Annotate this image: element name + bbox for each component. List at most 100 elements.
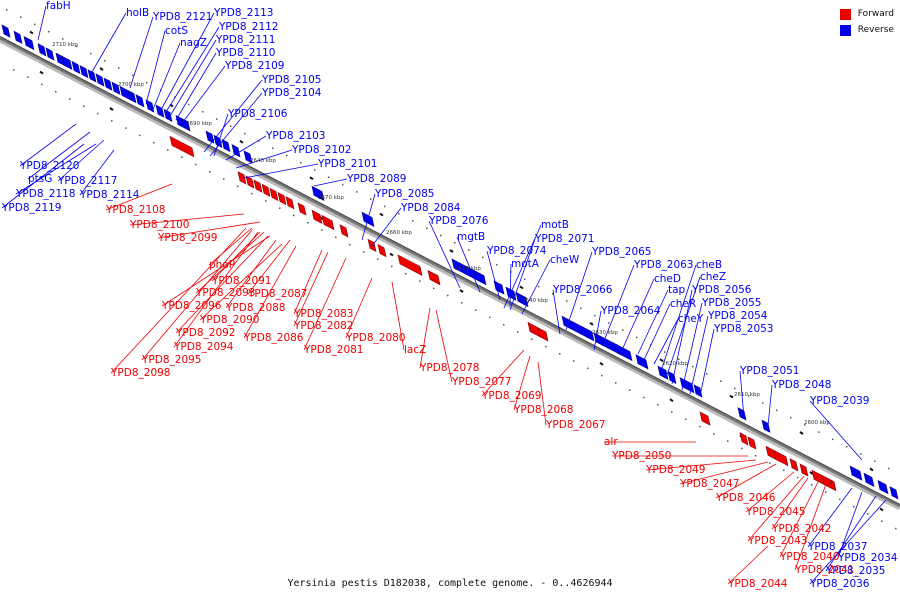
gene-label-ypd8-2106: YPD8_2106 (227, 108, 288, 120)
gene-label-ypd8-2067: YPD8_2067 (545, 419, 605, 431)
tick-dot (447, 294, 449, 297)
gene-label-chew: cheW (550, 254, 580, 266)
leader-line (15, 143, 97, 195)
leader-line (145, 30, 166, 105)
genome-caption: Yersinia pestis D182038, complete genome… (287, 578, 613, 589)
leader-line (235, 149, 293, 169)
gene-label-cots: cotS (165, 25, 188, 37)
leader-line (601, 264, 635, 347)
tick-dot (426, 227, 428, 230)
forward-gene-arrow (237, 171, 247, 185)
leader-line (637, 289, 669, 355)
gene-label-ypd8-2096: YPD8_2096 (161, 300, 222, 312)
forward-gene-arrow (311, 209, 323, 224)
genome-backbone (0, 36, 900, 511)
forward-gene-arrow (339, 224, 349, 238)
gene-label-ypd8-2054: YPD8_2054 (707, 310, 768, 322)
forward-gene-arrow (253, 179, 263, 193)
leader-line (243, 245, 297, 339)
leader-line (456, 236, 481, 293)
gene-label-ypd8-2044: YPD8_2044 (727, 578, 788, 590)
leader-line (645, 459, 757, 471)
leader-line (141, 229, 253, 361)
leader-line (552, 289, 561, 335)
major-tick (239, 139, 244, 144)
tick-dot (405, 272, 407, 275)
major-tick (99, 67, 104, 71)
leader-line (175, 235, 269, 334)
leader-line (37, 5, 47, 41)
gene-label-ypd8-2046: YPD8_2046 (715, 492, 776, 504)
gene-label-ypd8-2089: YPD8_2089 (346, 173, 406, 185)
gene-label-ypd8-2063: YPD8_2063 (633, 259, 693, 271)
major-tick (519, 285, 524, 290)
gene-label-ypd8-2121: YPD8_2121 (152, 11, 212, 23)
forward-gene-arrow (285, 196, 295, 210)
leader-line (665, 276, 701, 379)
tick-dot (790, 416, 792, 419)
major-tick (109, 107, 114, 111)
tick-dot (34, 23, 36, 26)
legend-forward-row: Forward (839, 6, 894, 22)
kbp-tick-label: 2640 kbp (250, 158, 276, 164)
leader-line (809, 499, 887, 585)
gene-label-cheb: cheB (696, 259, 722, 271)
forward-gene-arrow (297, 202, 307, 216)
gene-label-ypd8-2092: YPD8_2092 (175, 327, 235, 339)
reverse-gene-arrow (889, 486, 899, 500)
gene-label-ypd8-2037: YPD8_2037 (807, 541, 867, 553)
gene-label-cher: cheR (670, 298, 696, 310)
leader-line (247, 239, 291, 295)
leader-line (91, 12, 127, 73)
leader-line (209, 92, 263, 157)
reverse-gene-arrow (667, 370, 677, 385)
gene-label-ypd8-2041: YPD8_2041 (794, 564, 854, 576)
major-tick (39, 70, 44, 75)
gene-label-ypd8-2049: YPD8_2049 (645, 464, 705, 476)
reverse-gene-arrow (493, 280, 505, 295)
strand-legend: Forward Reverse (839, 6, 894, 38)
tick-dot (223, 178, 225, 180)
gene-label-ched: cheD (654, 273, 681, 285)
leader-line (739, 370, 745, 419)
tick-dot (769, 462, 771, 464)
tick-dot (293, 214, 295, 217)
reverse-gene-arrow (515, 291, 529, 308)
leader-line (659, 264, 697, 375)
gene-arrows (1, 24, 899, 500)
leader-line (509, 263, 512, 307)
kbp-tick-label: 2620 kbp (662, 361, 688, 367)
gene-label-ypd8-2093: YPD8_2093 (195, 287, 255, 299)
tick-dot (111, 120, 113, 122)
leader-line (169, 39, 217, 117)
tick-dot (629, 389, 631, 391)
leader-line (428, 220, 461, 289)
reverse-gene-arrow (135, 94, 145, 108)
tick-dot (433, 287, 435, 290)
leader-line (161, 235, 271, 307)
tick-dot (482, 256, 484, 259)
tick-dot (601, 374, 603, 377)
tick-dot (573, 360, 575, 362)
leader-line (481, 349, 525, 397)
reverse-gene-arrow (231, 144, 241, 158)
reverse-gene-arrow (23, 35, 35, 51)
tick-dot (755, 454, 757, 457)
leader-line (699, 328, 715, 397)
leader-line (807, 487, 853, 548)
tick-dot (531, 338, 533, 340)
reverse-gene-arrow (761, 419, 771, 433)
reverse-gene-arrow (473, 269, 487, 286)
tick-dot (608, 322, 610, 324)
leader-line (165, 26, 220, 113)
leader-line (79, 149, 115, 196)
label-leader-lines (1, 5, 887, 585)
leader-line (825, 495, 877, 572)
tick-dot (384, 205, 386, 208)
tick-dot (559, 353, 561, 355)
leader-line (671, 289, 693, 385)
tick-dot (321, 229, 323, 231)
kbp-tick-label: 2600 kbp (804, 420, 830, 426)
gene-label-ypd8-2102: YPD8_2102 (291, 144, 351, 156)
